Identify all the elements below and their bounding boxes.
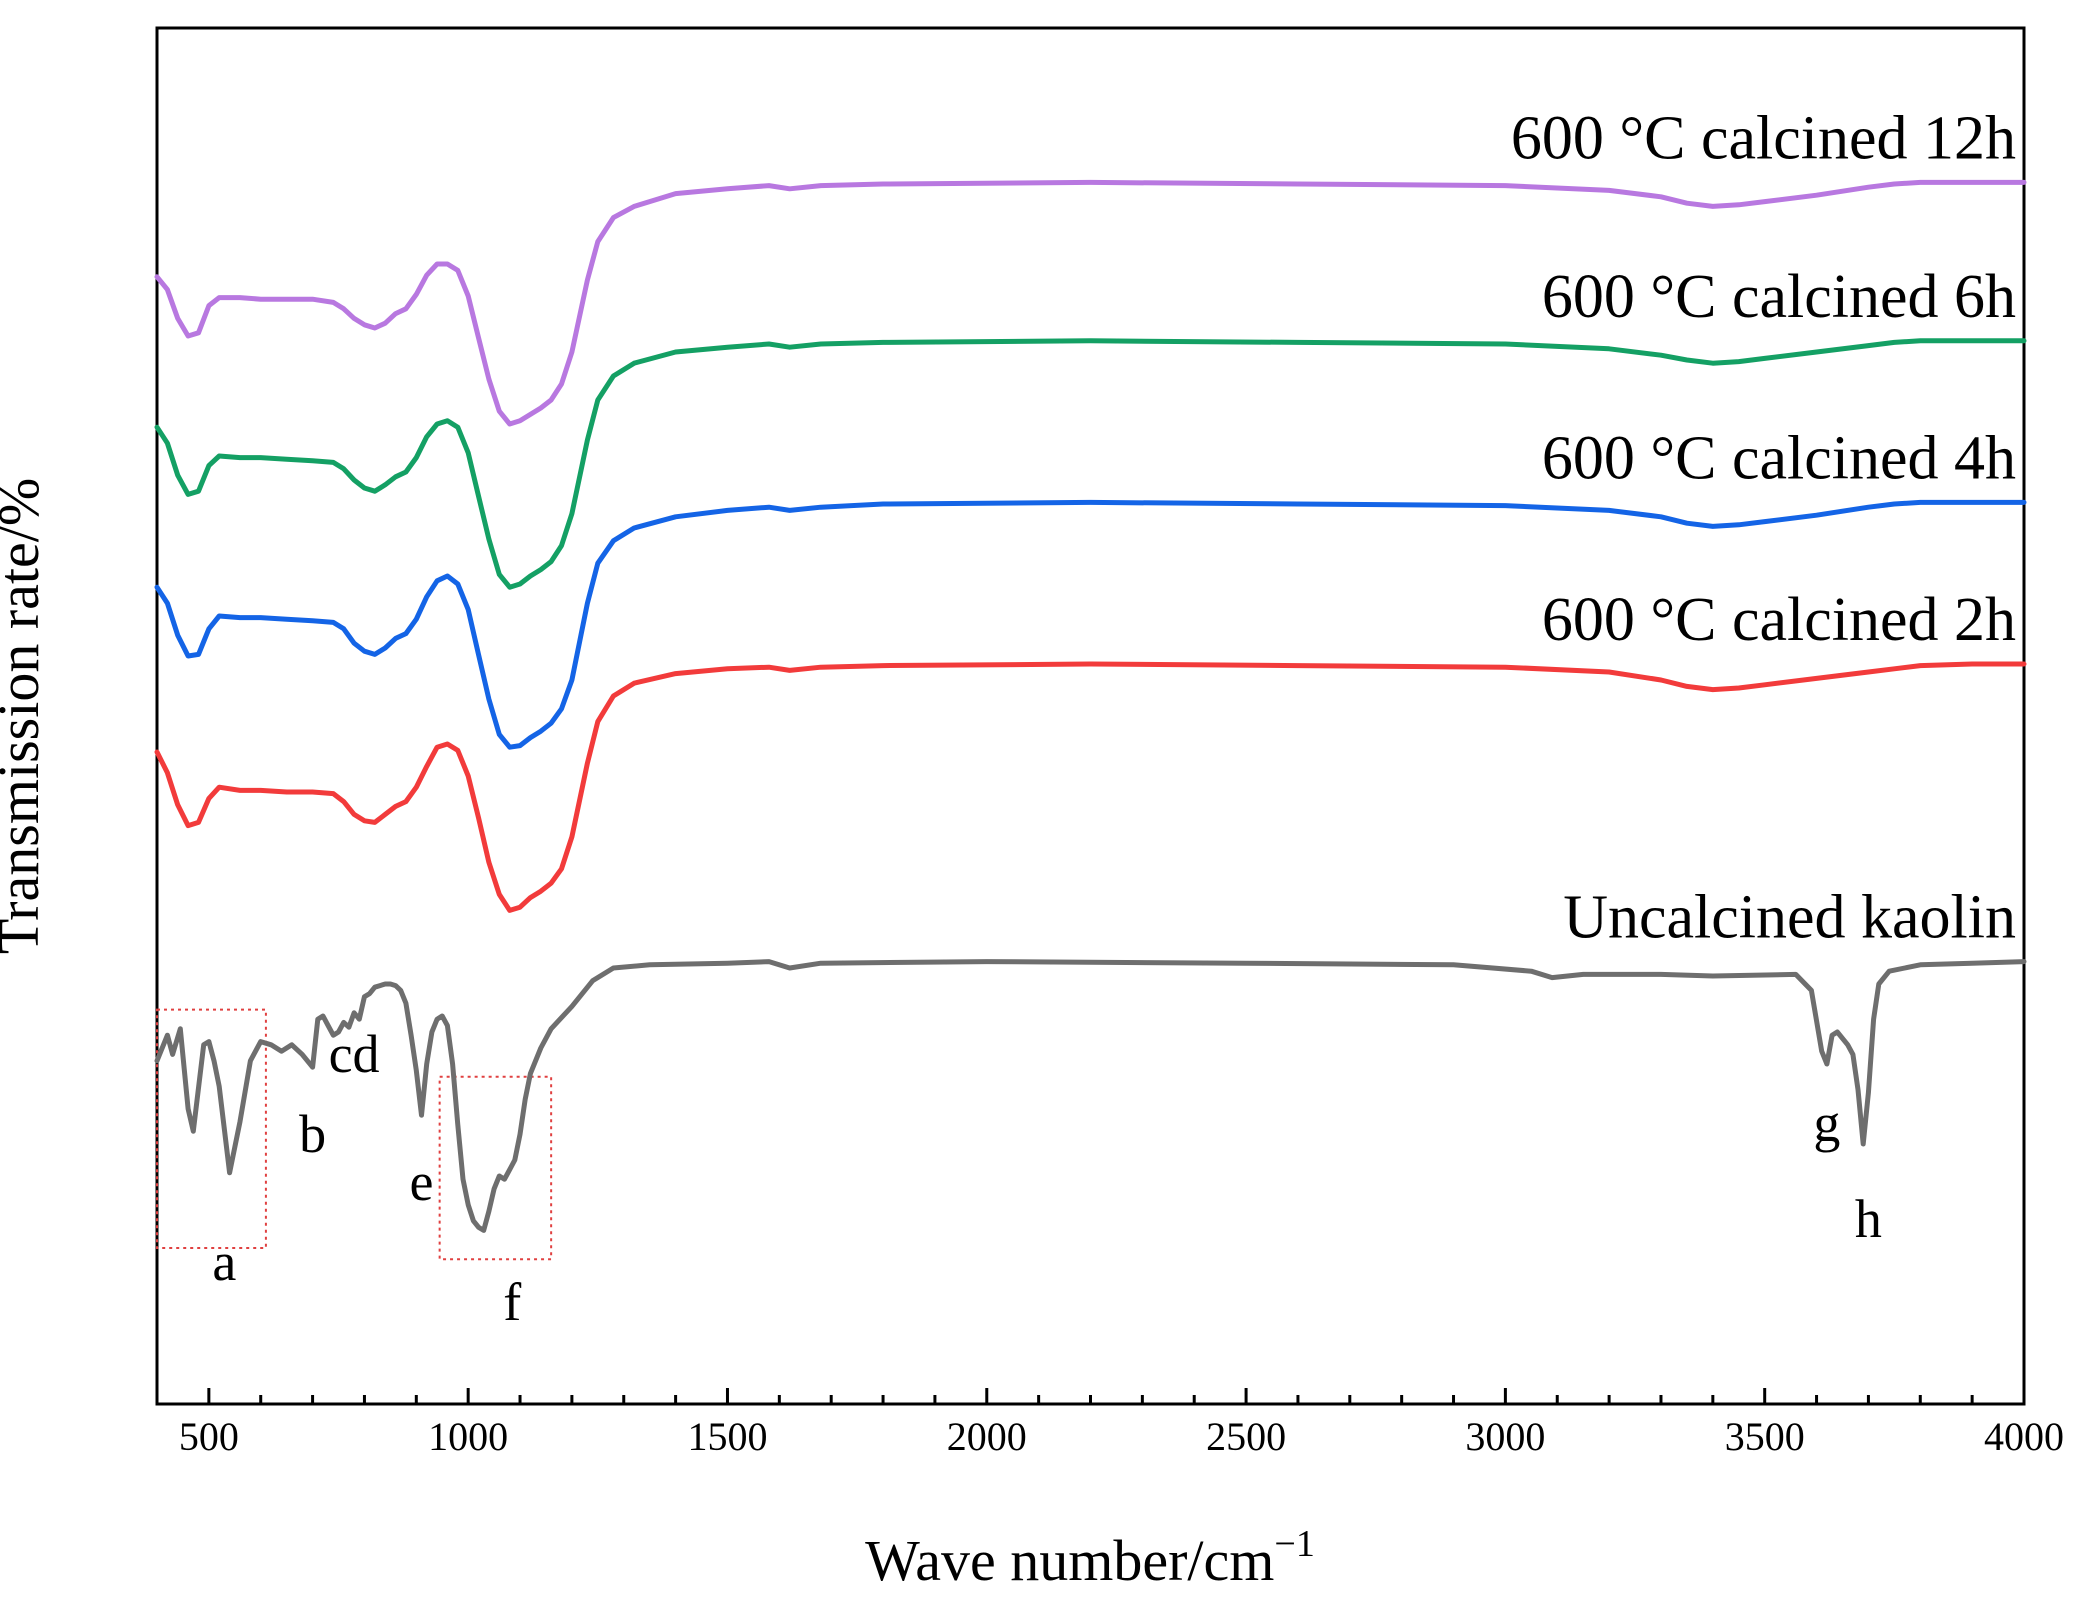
x-tick-label-4000: 4000 — [1984, 1414, 2064, 1459]
series-label-1: 600 °C calcined 2h — [1542, 586, 2016, 654]
x-axis-title-superscript: −1 — [1274, 1523, 1314, 1565]
series-label-4: 600 °C calcined 12h — [1511, 104, 2016, 172]
x-tick-label-500: 500 — [179, 1414, 239, 1459]
peak-label-e: e — [410, 1152, 434, 1212]
x-axis: 500 1000 1500 2000 2500 3000 3500 4000 — [155, 1388, 2064, 1459]
peak-label-g: g — [1813, 1093, 1840, 1153]
peak-label-cd: cd — [329, 1024, 380, 1084]
highlight-boxes — [156, 1008, 553, 1261]
highlight-box-region-a — [156, 1008, 267, 1249]
x-tick-label-1500: 1500 — [687, 1414, 767, 1459]
series-labels: Uncalcined kaolin 600 °C calcined 2h 600 °… — [1511, 104, 2016, 951]
peak-label-b: b — [299, 1104, 326, 1164]
plot-frame — [155, 26, 2026, 1406]
x-tick-label-2000: 2000 — [947, 1414, 1027, 1459]
peak-label-a: a — [212, 1232, 236, 1292]
series-label-2: 600 °C calcined 4h — [1542, 424, 2016, 492]
x-tick-label-3500: 3500 — [1725, 1414, 1805, 1459]
y-axis-title: Transmission rate/% — [0, 478, 51, 954]
series-label-0: Uncalcined kaolin — [1563, 884, 2016, 952]
series-line-1 — [154, 661, 2027, 913]
series-line-3 — [154, 338, 2027, 590]
x-axis-title-text: Wave number/cm — [865, 1528, 1274, 1593]
peak-annotations: a bcd e f gh — [212, 1024, 1881, 1332]
series-line-4 — [154, 179, 2027, 427]
peak-label-f: f — [503, 1272, 521, 1332]
x-tick-label-3000: 3000 — [1465, 1414, 1545, 1459]
series-label-3: 600 °C calcined 6h — [1542, 263, 2016, 331]
x-tick-label-1000: 1000 — [428, 1414, 508, 1459]
series-line-2 — [154, 499, 2027, 750]
x-tick-label-2500: 2500 — [1206, 1414, 1286, 1459]
series-layer — [154, 179, 2027, 1233]
peak-label-h: h — [1855, 1189, 1882, 1249]
series-line-0 — [154, 959, 2027, 1233]
x-axis-title: Wave number/cm−1 — [865, 1523, 1315, 1593]
